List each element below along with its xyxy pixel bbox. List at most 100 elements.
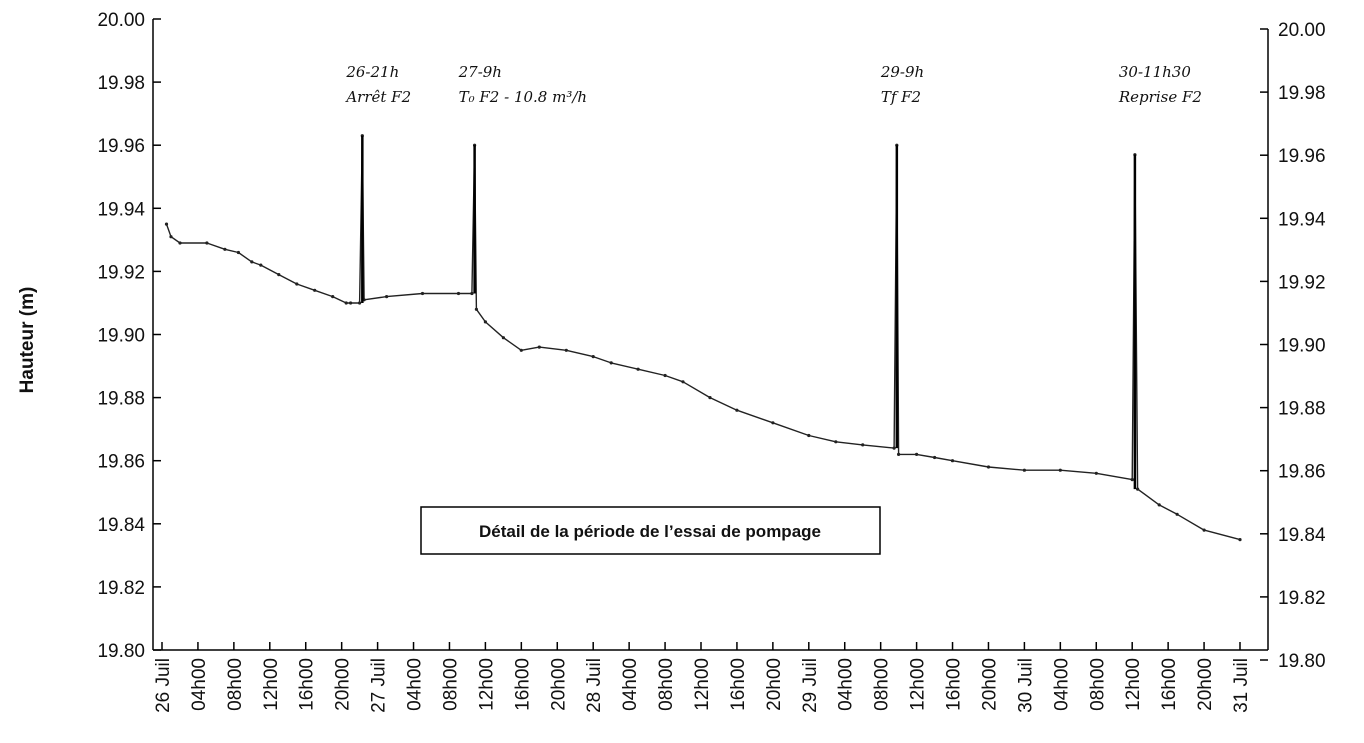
- x-tick-label: 31 Juil: [1231, 658, 1252, 713]
- data-point: [331, 295, 335, 299]
- data-point: [456, 291, 461, 296]
- data-point: [861, 443, 865, 447]
- data-point: [277, 273, 281, 277]
- data-point: [470, 291, 474, 296]
- y-tick-label-right: 19.90: [1278, 336, 1326, 357]
- series-line: [165, 134, 1241, 541]
- x-tick-label: 29 Juil: [800, 658, 821, 713]
- data-point: [897, 452, 901, 456]
- axes: [152, 19, 1269, 651]
- note-text: Détail de la période de l’essai de pompa…: [479, 522, 821, 541]
- y-axis-label: Hauteur (m): [17, 287, 38, 394]
- data-point: [892, 446, 896, 450]
- x-tick-label: 04h00: [620, 658, 641, 711]
- data-point: [250, 260, 254, 264]
- note-box-frame: [420, 506, 881, 555]
- data-point: [1058, 468, 1062, 472]
- y-tick-label-left: 19.88: [97, 389, 145, 410]
- data-point: [1175, 512, 1179, 516]
- x-tick-label: 16h00: [728, 658, 749, 711]
- data-point: [223, 247, 227, 251]
- data-point: [483, 320, 487, 324]
- annotation-text: 26-21h: [345, 63, 399, 81]
- x-tick-label: 20h00: [764, 658, 785, 711]
- ticks: 19.80 19.80 19.82 19.82 19.84 19.84 19.86 19.86…: [97, 10, 1326, 713]
- x-tick-label: 20h00: [1195, 658, 1216, 711]
- data-point: [950, 459, 955, 463]
- x-tick-label: 30 Juil: [1015, 658, 1036, 713]
- annotation-text: 27-9h: [458, 63, 502, 81]
- data-point: [1130, 478, 1134, 482]
- annotation-text: Tf F2: [881, 88, 921, 106]
- data-point: [933, 455, 937, 460]
- data-point: [358, 301, 362, 305]
- data-point: [349, 301, 353, 305]
- data-point: [501, 336, 505, 340]
- y-tick-label-left: 19.94: [97, 199, 145, 220]
- x-tick-label: 08h00: [656, 658, 677, 711]
- data-point: [1238, 538, 1242, 542]
- y-tick-label-left: 19.92: [97, 262, 145, 283]
- x-tick-label: 08h00: [225, 658, 246, 711]
- x-tick-label: 08h00: [440, 658, 461, 711]
- data-point: [1157, 503, 1161, 507]
- data-point: [295, 282, 299, 286]
- data-point: [915, 452, 919, 456]
- x-tick-label: 04h00: [836, 658, 857, 711]
- y-tick-label-right: 19.88: [1278, 399, 1326, 420]
- y-tick-label-left: 19.80: [97, 641, 145, 662]
- data-point: [169, 235, 173, 239]
- data-point: [681, 380, 685, 384]
- x-tick-label: 04h00: [405, 658, 426, 711]
- data-point: [663, 373, 667, 378]
- data-point: [474, 307, 478, 311]
- x-tick-label: 27 Juil: [369, 658, 390, 713]
- x-tick-label: 12h00: [261, 658, 282, 711]
- x-tick-label: 28 Juil: [584, 658, 605, 713]
- data-point: [771, 421, 775, 425]
- data-point: [344, 301, 348, 305]
- x-tick-label: 20h00: [548, 658, 569, 711]
- x-tick-label: 12h00: [908, 658, 929, 711]
- y-tick-label-left: 19.98: [97, 73, 145, 94]
- data-point: [591, 355, 595, 359]
- x-tick-label: 12h00: [1123, 658, 1144, 711]
- x-tick-label: 12h00: [476, 658, 497, 711]
- x-tick-label: 16h00: [1159, 658, 1180, 711]
- x-tick-label: 16h00: [944, 658, 965, 711]
- y-tick-label-left: 19.86: [97, 452, 145, 473]
- x-tick-label: 20h00: [333, 658, 354, 711]
- data-point: [420, 291, 425, 296]
- x-tick-label: 26 Juil: [153, 658, 174, 713]
- y-tick-label-right: 19.96: [1278, 146, 1326, 167]
- data-point: [1022, 468, 1026, 472]
- y-tick-label-right: 19.86: [1278, 462, 1326, 483]
- data-point: [205, 241, 209, 245]
- data-point: [1136, 487, 1140, 491]
- data-point: [807, 433, 811, 438]
- y-tick-label-left: 19.96: [97, 136, 145, 157]
- data-point: [834, 440, 838, 444]
- annotation-text: 29-9h: [880, 63, 924, 81]
- data-point: [259, 263, 263, 267]
- x-tick-label: 08h00: [872, 658, 893, 711]
- data-point: [708, 396, 712, 400]
- y-tick-label-right: 19.92: [1278, 272, 1326, 293]
- data-point: [735, 408, 739, 412]
- annotation-text: Arrêt F2: [344, 88, 411, 106]
- x-tick-label: 16h00: [512, 658, 533, 711]
- x-tick-label: 20h00: [979, 658, 1000, 711]
- data-point: [636, 367, 640, 371]
- data-point: [164, 222, 169, 226]
- data-point: [313, 288, 317, 292]
- y-tick-label-left: 19.82: [97, 578, 145, 599]
- annotations: 26-21h Arrêt F2 27-9h T₀ F2 - 10.8 m³/h 29-9…: [344, 63, 1202, 490]
- x-tick-label: 16h00: [297, 658, 318, 711]
- y-tick-label-left: 19.90: [97, 326, 145, 347]
- y-tick-label-right: 19.80: [1278, 651, 1326, 672]
- x-tick-label: 04h00: [189, 658, 210, 711]
- y-tick-label-right: 20.00: [1278, 20, 1326, 41]
- y-tick-label-right: 19.82: [1278, 588, 1326, 609]
- x-tick-label: 04h00: [1051, 658, 1072, 711]
